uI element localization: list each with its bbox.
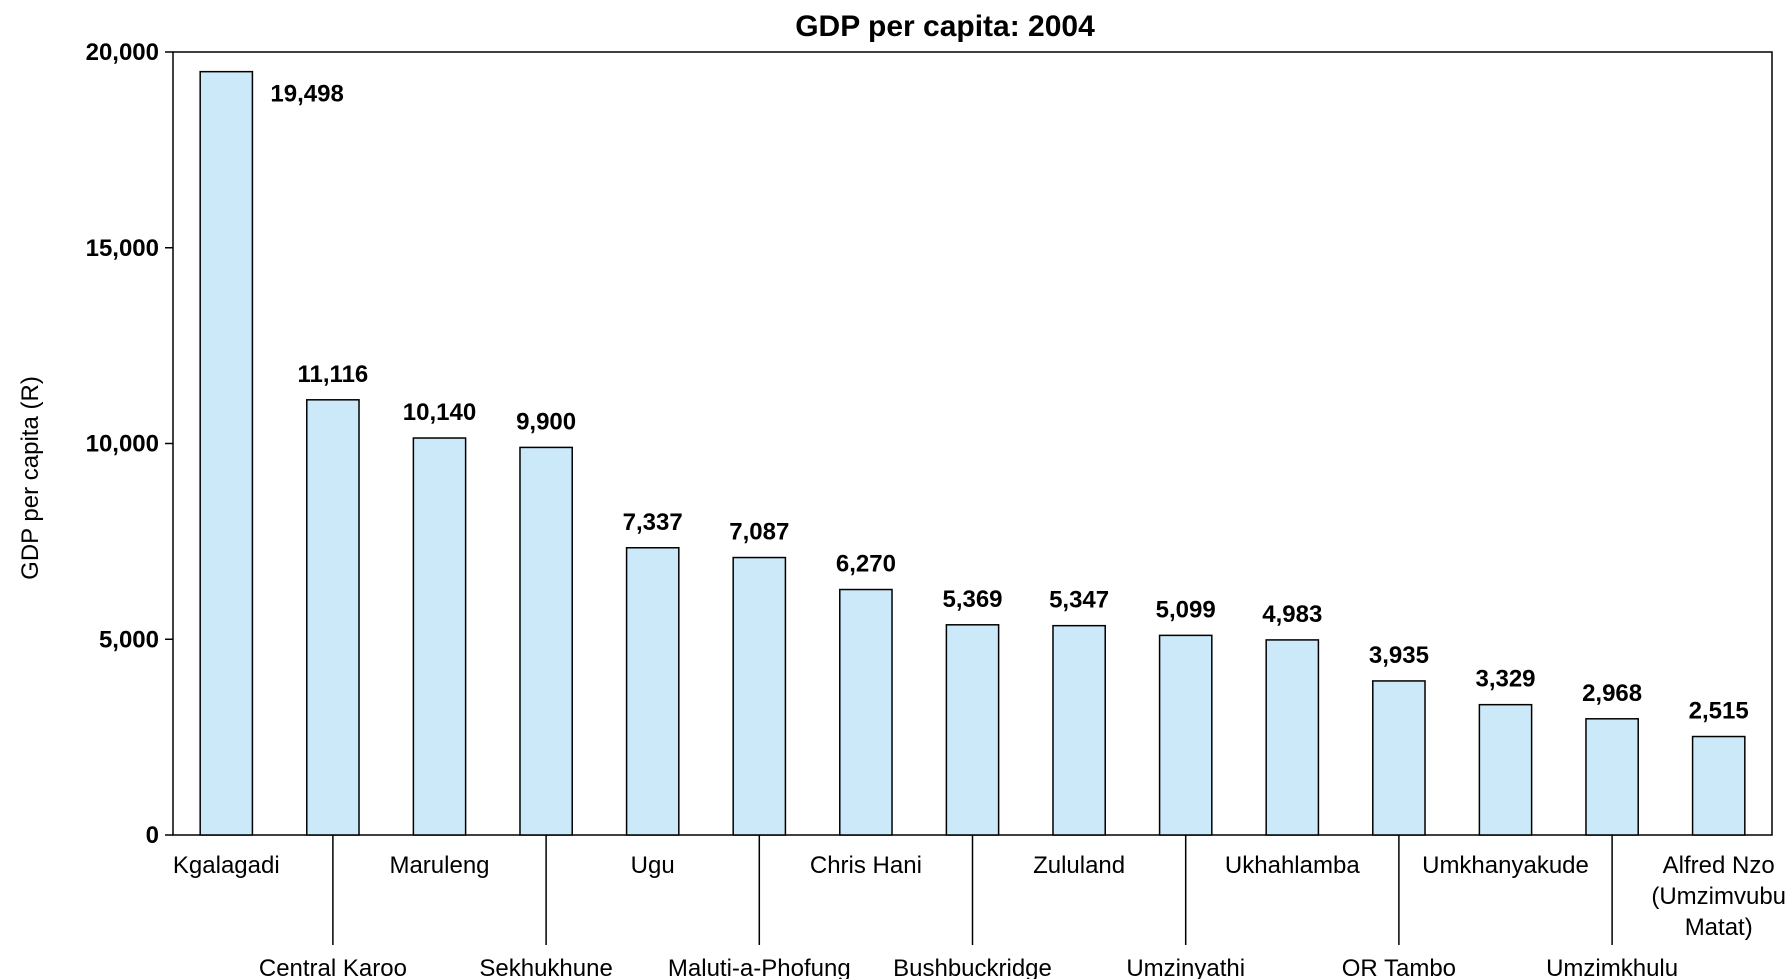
data-label: 7,087 bbox=[729, 519, 789, 546]
x-tick-label: Umkhanyakude bbox=[1422, 852, 1589, 879]
bar bbox=[945, 624, 1000, 836]
bar bbox=[732, 556, 787, 836]
data-labels-group: 19,498 11,116 10,140 9,900 7,337 7,087 6,270 5,… bbox=[270, 81, 1748, 725]
data-label: 4,983 bbox=[1262, 601, 1322, 628]
data-label: 3,935 bbox=[1369, 642, 1429, 669]
x-tick-label: OR Tambo bbox=[1342, 955, 1456, 979]
x-axis: Kgalagadi Central Karoo Maruleng Sekhukhune… bbox=[173, 835, 1786, 979]
bar bbox=[1265, 639, 1320, 836]
data-label: 5,369 bbox=[942, 586, 1002, 613]
y-axis: 0 5,000 10,000 15,000 20,000 bbox=[86, 39, 173, 849]
bar bbox=[1691, 735, 1746, 836]
x-tick-label: Maluti-a-Phofung bbox=[668, 955, 851, 979]
x-tick-label: Maruleng bbox=[389, 852, 489, 879]
x-tick-label: Matat) bbox=[1685, 914, 1753, 941]
bar bbox=[519, 446, 573, 836]
x-tick-label: Ukhahlamba bbox=[1225, 852, 1360, 879]
x-tick-label: Umzinyathi bbox=[1126, 955, 1245, 979]
y-tick-label: 5,000 bbox=[99, 626, 159, 653]
data-label: 2,968 bbox=[1582, 680, 1642, 707]
x-tick-label: Ugu bbox=[631, 852, 675, 879]
y-tick-label: 20,000 bbox=[86, 39, 159, 66]
x-tick-label: Alfred Nzo bbox=[1663, 852, 1775, 879]
bar bbox=[412, 437, 467, 836]
data-label: 2,515 bbox=[1689, 698, 1749, 725]
y-tick-label: 15,000 bbox=[86, 235, 159, 262]
data-label: 5,099 bbox=[1156, 596, 1216, 623]
data-label: 11,116 bbox=[298, 361, 369, 388]
data-label: 10,140 bbox=[403, 399, 476, 426]
x-tick-label: Sekhukhune bbox=[479, 955, 612, 979]
y-tick-label: 0 bbox=[146, 822, 159, 849]
x-tick-label: Zululand bbox=[1033, 852, 1125, 879]
bar bbox=[1158, 634, 1213, 836]
x-tick-label: Kgalagadi bbox=[173, 852, 280, 879]
bar bbox=[625, 547, 680, 836]
bar bbox=[1052, 624, 1106, 836]
y-axis-label: GDP per capita (R) bbox=[17, 376, 44, 580]
data-label: 7,337 bbox=[623, 509, 683, 536]
bar bbox=[1372, 680, 1426, 836]
x-tick-label: Central Karoo bbox=[259, 955, 407, 979]
x-tick-label: Bushbuckridge bbox=[893, 955, 1052, 979]
bars-group bbox=[199, 70, 1746, 836]
data-label: 6,270 bbox=[836, 551, 896, 578]
x-tick-label: (Umzimvubu bbox=[1651, 883, 1786, 910]
x-tick-label: Chris Hani bbox=[810, 852, 922, 879]
bar bbox=[1478, 703, 1533, 836]
data-label: 5,347 bbox=[1049, 587, 1109, 614]
bar bbox=[839, 588, 893, 836]
chart-title: GDP per capita: 2004 bbox=[795, 10, 1095, 43]
bar bbox=[1585, 718, 1639, 836]
data-label: 19,498 bbox=[270, 81, 343, 108]
bar bbox=[199, 70, 254, 836]
bar bbox=[306, 399, 360, 836]
y-tick-label: 10,000 bbox=[86, 431, 159, 458]
data-label: 3,329 bbox=[1475, 666, 1535, 693]
x-tick-label: Umzimkhulu bbox=[1546, 955, 1678, 979]
data-label: 9,900 bbox=[516, 408, 576, 435]
